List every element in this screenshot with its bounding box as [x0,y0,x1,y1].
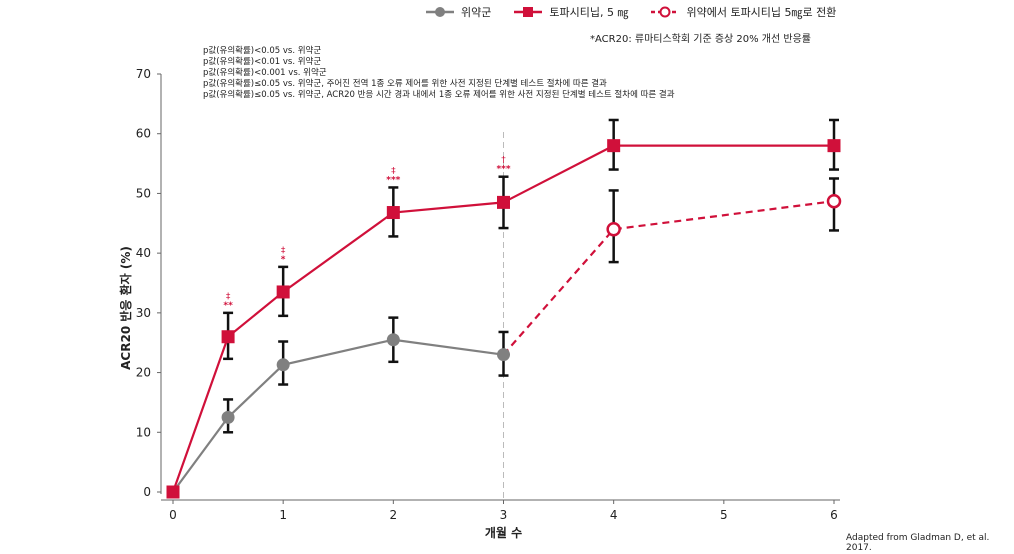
y-tick-label: 60 [136,127,151,141]
footnote-1: p값(유의확률)<0.05 vs. 위약군 [203,46,322,56]
legend-placebo-label: 위약군 [461,6,492,19]
significance-symbol-1: ‡ [281,246,286,256]
significance-symbol-3: † [501,156,506,166]
series-line-2 [502,200,835,356]
legend-item-placebo: 위약군 [425,4,491,20]
significance-stars-3: *** [496,165,510,175]
legend-item-tofa: 토파시티닙, 5 ㎎ [513,4,628,20]
footnotes: p값(유의확률)<0.05 vs. 위약군 p값(유의확률)<0.01 vs. … [203,46,675,101]
y-tick-label: 30 [136,306,151,320]
legend-switch-icon [651,6,680,18]
point-switch [826,193,842,209]
point-tofa [386,206,400,220]
point-placebo [221,410,235,424]
y-tick-label: 40 [136,246,151,260]
legend-placebo-icon [426,7,454,17]
y-tick-label: 20 [136,366,151,380]
significance-symbol-0: ‡ [226,292,231,302]
x-axis-label: 개월 수 [485,525,522,540]
significance-symbol-2: ‡ [391,166,396,176]
point-tofa [221,330,235,344]
y-tick-label: 70 [136,67,151,81]
source-citation: Adapted from Gladman D, et al. 2017. [846,533,990,553]
point-placebo [497,348,510,362]
point-switch [606,222,621,237]
legend-tofa-icon [514,7,543,17]
x-tick-label: 1 [279,508,287,522]
footnote-3: p값(유의확률)<0.001 vs. 위약군 [203,68,327,78]
legend-switch-label: 위약에서 토파시티닙 5㎎로 전환 [686,6,837,19]
legend-item-switch: 위약에서 토파시티닙 5㎎로 전환 [650,4,836,20]
footnote-4: p값(유의확률)≤0.05 vs. 위약군, 주어진 전역 1종 오류 제어를 … [203,79,607,89]
y-tick-label: 0 [143,485,151,499]
x-tick-label: 3 [500,508,508,522]
point-tofa [166,485,180,499]
x-tick-label: 6 [830,508,838,522]
y-tick-label: 10 [136,425,151,439]
point-tofa [276,285,290,299]
legend: 위약군 토파시티닙, 5 ㎎ 위약에서 토파시티닙 5㎎로 전환 [425,4,858,20]
acr-note: *ACR20: 류마티스학회 기준 증상 20% 개선 반응률 [590,34,811,45]
point-tofa [827,139,841,153]
point-tofa [607,139,621,153]
x-tick-label: 0 [169,508,177,522]
x-tick-label: 5 [720,508,728,522]
x-tick-label: 2 [390,508,398,522]
x-tick-label: 4 [610,508,618,522]
y-tick-label: 50 [136,186,151,200]
legend-tofa-label: 토파시티닙, 5 ㎎ [549,6,629,19]
point-placebo [386,333,400,347]
footnote-5: p값(유의확률)≤0.05 vs. 위약군, ACR20 반응 시간 경과 내에… [203,90,675,100]
significance-stars-1: * [281,255,286,265]
point-placebo [276,358,290,372]
significance-stars-0: ** [223,301,233,311]
y-axis-label: ACR20 반응 환자 (%) [118,246,133,370]
footnote-2: p값(유의확률)<0.01 vs. 위약군 [203,57,322,67]
significance-stars-2: *** [386,175,400,185]
point-tofa [497,195,510,209]
